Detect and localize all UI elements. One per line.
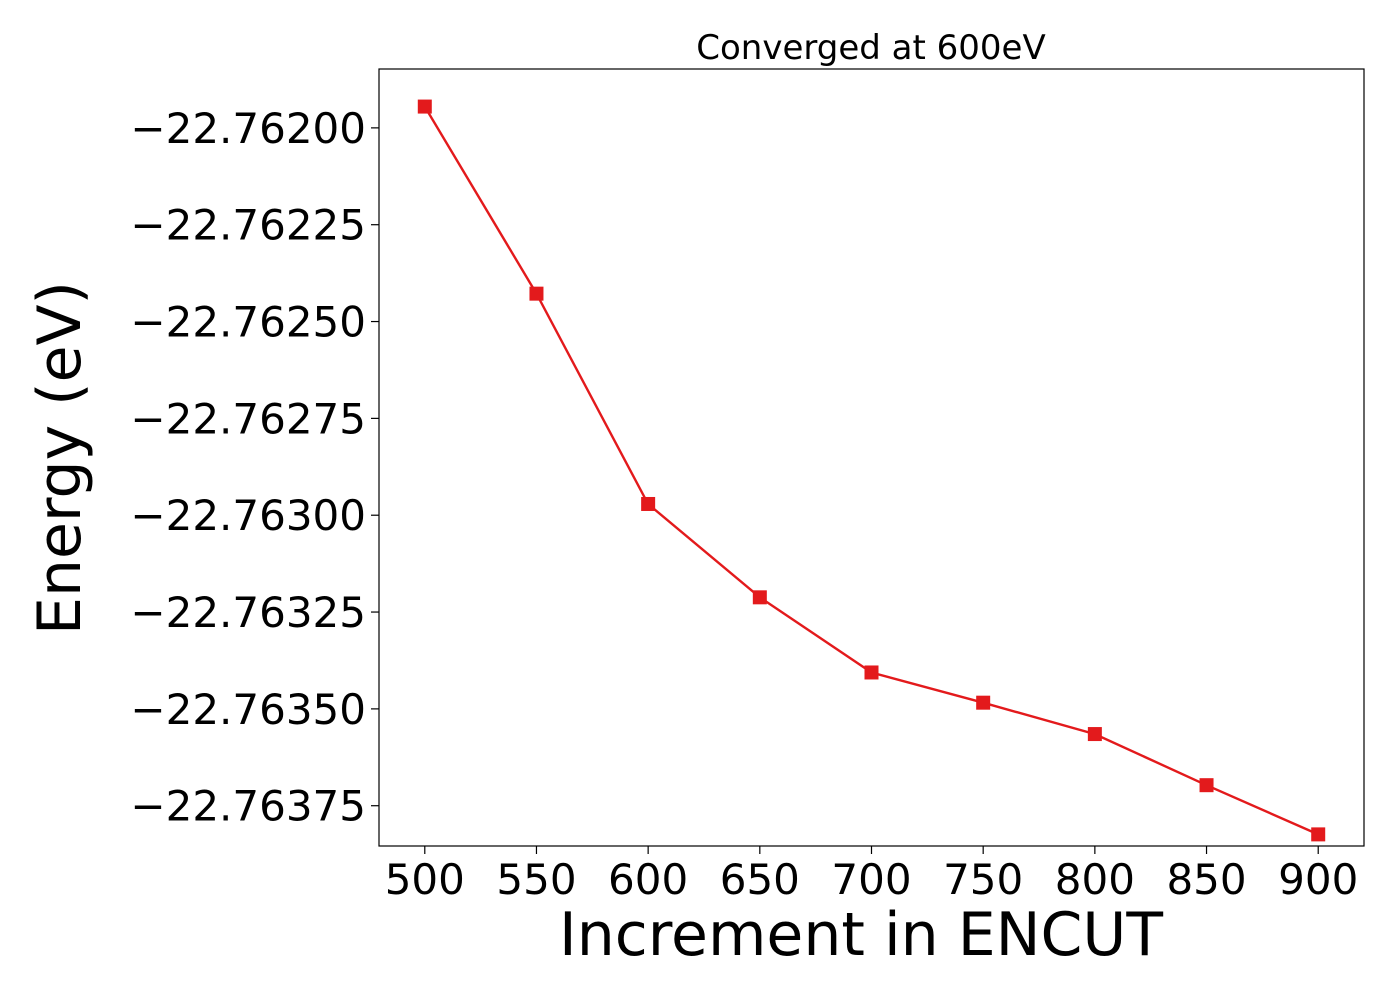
- x-tick-label: 900: [1278, 855, 1358, 904]
- y-axis-ticks: −22.76200 −22.76225 −22.76250 −22.76275 −22.…: [130, 104, 379, 831]
- data-point-marker: [417, 99, 432, 114]
- data-point-marker: [641, 496, 656, 511]
- plot-area: [378, 68, 1365, 847]
- x-tick-label: 750: [943, 855, 1023, 904]
- x-axis-ticks: 500 550 600 650 700 750 800 850 900: [385, 846, 1358, 904]
- y-tick-label: −22.76275: [130, 394, 366, 443]
- y-tick-label: −22.76250: [130, 298, 366, 347]
- series-layer: [417, 99, 1326, 842]
- x-tick-label: 550: [496, 855, 576, 904]
- data-point-marker: [529, 286, 544, 301]
- x-axis-label: Increment in ENCUT: [559, 900, 1163, 970]
- y-tick-label: −22.76350: [130, 685, 366, 734]
- x-tick-label: 650: [720, 855, 800, 904]
- data-point-marker: [1311, 827, 1326, 842]
- x-tick-label: 800: [1055, 855, 1135, 904]
- chart-title: Converged at 600eV: [696, 28, 1045, 68]
- y-tick-label: −22.76375: [130, 782, 366, 831]
- y-tick-label: −22.76300: [130, 491, 366, 540]
- data-point-marker: [864, 665, 879, 680]
- y-tick-label: −22.76225: [130, 201, 366, 250]
- x-tick-label: 600: [608, 855, 688, 904]
- y-axis-label: Energy (eV): [25, 281, 95, 635]
- series-line: [423, 105, 1319, 836]
- x-tick-label: 850: [1166, 855, 1246, 904]
- data-point-marker: [1087, 727, 1102, 742]
- data-point-marker: [752, 590, 767, 605]
- x-tick-label: 700: [831, 855, 911, 904]
- y-tick-label: −22.76200: [130, 104, 366, 153]
- y-tick-label: −22.76325: [130, 588, 366, 637]
- x-tick-label: 500: [385, 855, 465, 904]
- data-point-marker: [1199, 778, 1214, 793]
- data-point-marker: [976, 695, 991, 710]
